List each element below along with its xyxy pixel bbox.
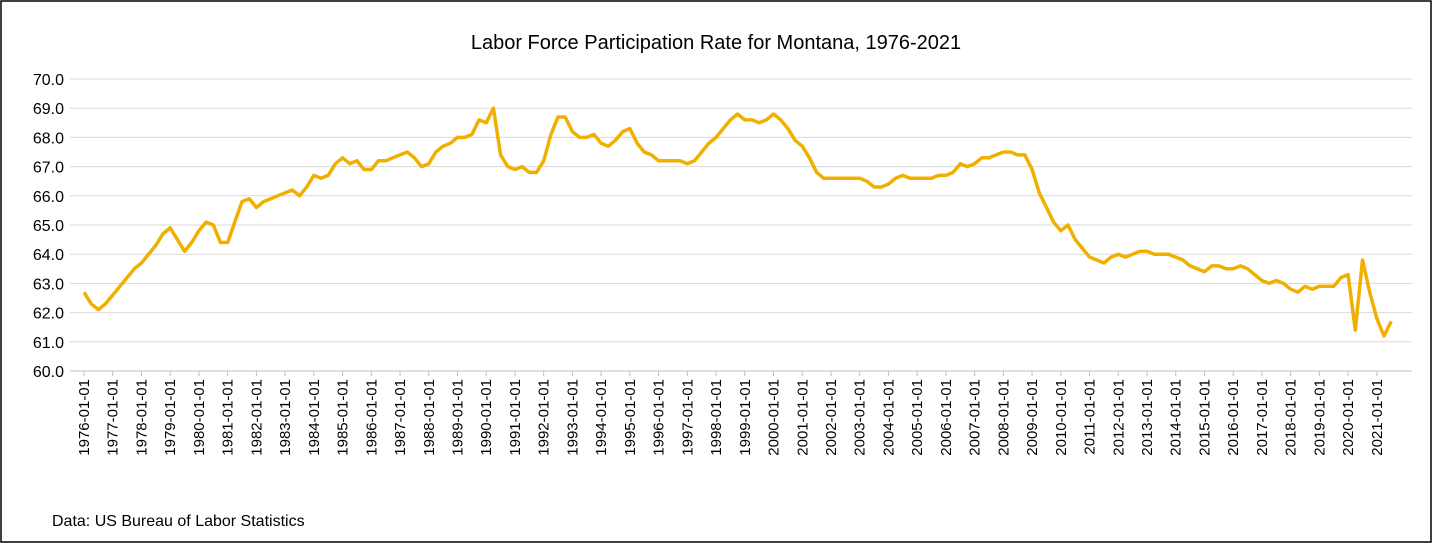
x-tick-label: 1996-01-01	[651, 379, 668, 456]
x-tick-label: 2004-01-01	[880, 379, 897, 456]
x-tick-label: 1978-01-01	[133, 379, 150, 456]
y-tick-label: 61.0	[33, 335, 64, 352]
x-tick-label: 2003-01-01	[852, 379, 869, 456]
x-tick-label: 2007-01-01	[967, 379, 984, 456]
y-tick-label: 65.0	[33, 218, 64, 235]
x-tick-label: 1988-01-01	[421, 379, 438, 456]
x-tick-label: 2005-01-01	[909, 379, 926, 456]
x-tick-label: 1994-01-01	[593, 379, 610, 456]
y-tick-label: 60.0	[33, 364, 64, 381]
x-tick-label: 2013-01-01	[1139, 379, 1156, 456]
x-tick-label: 2006-01-01	[938, 379, 955, 456]
x-tick-label: 2018-01-01	[1283, 379, 1300, 456]
x-tick-label: 1999-01-01	[737, 379, 754, 456]
x-tick-label: 2002-01-01	[823, 379, 840, 456]
x-tick-label: 1993-01-01	[564, 379, 581, 456]
x-tick-label: 1987-01-01	[392, 379, 409, 456]
x-tick-label: 2016-01-01	[1225, 379, 1242, 456]
x-tick-label: 1992-01-01	[536, 379, 553, 456]
x-tick-label: 1986-01-01	[363, 379, 380, 456]
x-tick-label: 2019-01-01	[1311, 379, 1328, 456]
x-tick-label: 2020-01-01	[1340, 379, 1357, 456]
x-tick-label: 2011-01-01	[1082, 379, 1099, 455]
x-tick-label: 2021-01-01	[1369, 379, 1386, 456]
x-tick-label: 2009-01-01	[1024, 379, 1041, 456]
x-tick-label: 1990-01-01	[478, 379, 495, 456]
y-tick-label: 70.0	[33, 72, 64, 89]
x-tick-label: 1998-01-01	[708, 379, 725, 456]
x-tick-label: 1979-01-01	[162, 379, 179, 456]
x-tick-label: 1991-01-01	[507, 379, 524, 456]
x-tick-label: 1997-01-01	[679, 379, 696, 456]
y-tick-label: 69.0	[33, 101, 64, 118]
x-tick-label: 1976-01-01	[76, 379, 93, 456]
x-tick-label: 1984-01-01	[306, 379, 323, 456]
y-tick-label: 63.0	[33, 276, 64, 293]
x-tick-label: 1985-01-01	[335, 379, 352, 456]
x-tick-label: 2010-01-01	[1053, 379, 1070, 456]
y-tick-label: 67.0	[33, 160, 64, 177]
x-tick-label: 1982-01-01	[248, 379, 265, 456]
chart-title: Labor Force Participation Rate for Monta…	[471, 32, 961, 54]
x-tick-label: 2000-01-01	[766, 379, 783, 456]
y-tick-label: 66.0	[33, 189, 64, 206]
x-tick-label: 2008-01-01	[995, 379, 1012, 456]
x-tick-label: 2012-01-01	[1110, 379, 1127, 456]
x-tick-label: 1995-01-01	[622, 379, 639, 456]
y-tick-label: 62.0	[33, 306, 64, 323]
x-tick-label: 2015-01-01	[1196, 379, 1213, 456]
source-note: Data: US Bureau of Labor Statistics	[52, 513, 305, 530]
x-tick-label: 2014-01-01	[1168, 379, 1185, 456]
x-tick-label: 1981-01-01	[220, 379, 237, 456]
y-tick-label: 64.0	[33, 247, 64, 264]
y-tick-label: 68.0	[33, 130, 64, 147]
x-tick-label: 2017-01-01	[1254, 379, 1271, 456]
x-tick-label: 1983-01-01	[277, 379, 294, 456]
x-tick-label: 1977-01-01	[105, 379, 122, 456]
data-line	[82, 106, 1393, 338]
x-tick-label: 2001-01-01	[794, 379, 811, 456]
x-tick-label: 1980-01-01	[191, 379, 208, 456]
x-tick-label: 1989-01-01	[449, 379, 466, 456]
